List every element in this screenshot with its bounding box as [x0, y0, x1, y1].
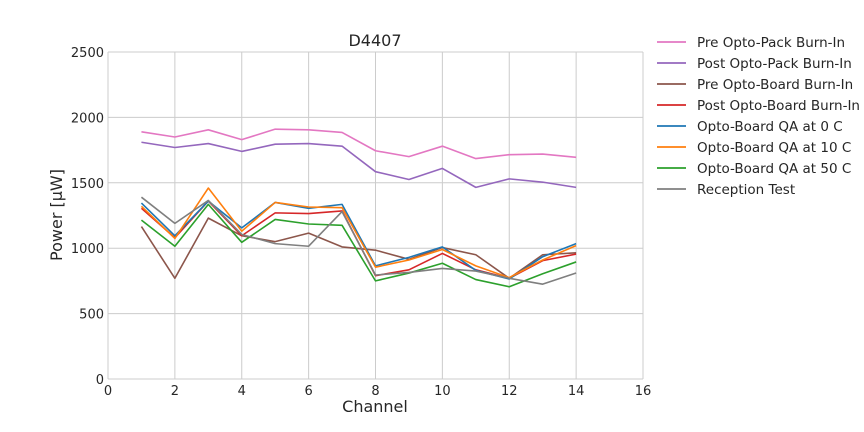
- x-tick-label: 8: [371, 384, 379, 399]
- series-line-2: [141, 141, 577, 189]
- y-tick-label: 2500: [71, 46, 104, 61]
- x-tick-label: 12: [501, 384, 518, 399]
- series-line-6: [140, 187, 577, 279]
- y-tick-label: 2000: [71, 111, 104, 126]
- x-tick-label: 4: [238, 384, 246, 399]
- x-tick-label: 2: [171, 384, 179, 399]
- series-line-7: [140, 203, 577, 288]
- tick-labels: 0 2 4 6 8 10 12 14 16 0 500 1000 1500 2000 2500: [71, 46, 651, 399]
- series-line-5: [140, 200, 577, 280]
- legend-item: Pre Opto-Board Burn-In: [657, 77, 853, 93]
- legend-label: Opto-Board QA at 10 C: [697, 140, 851, 156]
- series-line-3: [140, 217, 577, 280]
- x-tick-label: 14: [568, 384, 585, 399]
- y-tick-label: 1000: [71, 242, 104, 257]
- grid: [107, 51, 644, 380]
- x-tick-label: 16: [635, 384, 652, 399]
- x-tick-label: 6: [304, 384, 312, 399]
- legend-label: Pre Opto-Board Burn-In: [697, 77, 853, 93]
- x-tick-label: 0: [104, 384, 112, 399]
- legend-item: Opto-Board QA at 0 C: [657, 119, 843, 135]
- x-tick-label: 10: [434, 384, 451, 399]
- y-tick-label: 500: [79, 308, 104, 323]
- y-tick-label: 1500: [71, 177, 104, 192]
- legend-item: Reception Test: [657, 182, 795, 198]
- x-axis-label: Channel: [342, 397, 408, 416]
- series-line-8: [140, 196, 577, 285]
- legend-item: Opto-Board QA at 10 C: [657, 140, 851, 156]
- legend-item: Pre Opto-Pack Burn-In: [657, 35, 845, 51]
- legend-label: Post Opto-Pack Burn-In: [697, 56, 852, 72]
- y-axis-label: Power [μW]: [47, 169, 66, 261]
- series-line-4: [140, 200, 577, 280]
- legend-item: Opto-Board QA at 50 C: [657, 161, 851, 177]
- y-tick-label: 0: [96, 373, 104, 388]
- legend-item: Post Opto-Board Burn-In: [657, 98, 860, 114]
- legend-label: Pre Opto-Pack Burn-In: [697, 35, 845, 51]
- legend-item: Post Opto-Pack Burn-In: [657, 56, 852, 72]
- legend-label: Opto-Board QA at 0 C: [697, 119, 843, 135]
- legend: Pre Opto-Pack Burn-In Post Opto-Pack Burn…: [657, 35, 860, 198]
- legend-label: Post Opto-Board Burn-In: [697, 98, 860, 114]
- legend-label: Reception Test: [697, 182, 795, 198]
- series-line-1: [141, 128, 577, 160]
- legend-label: Opto-Board QA at 50 C: [697, 161, 851, 177]
- chart-title: D4407: [348, 31, 401, 50]
- series-lines: [140, 128, 577, 288]
